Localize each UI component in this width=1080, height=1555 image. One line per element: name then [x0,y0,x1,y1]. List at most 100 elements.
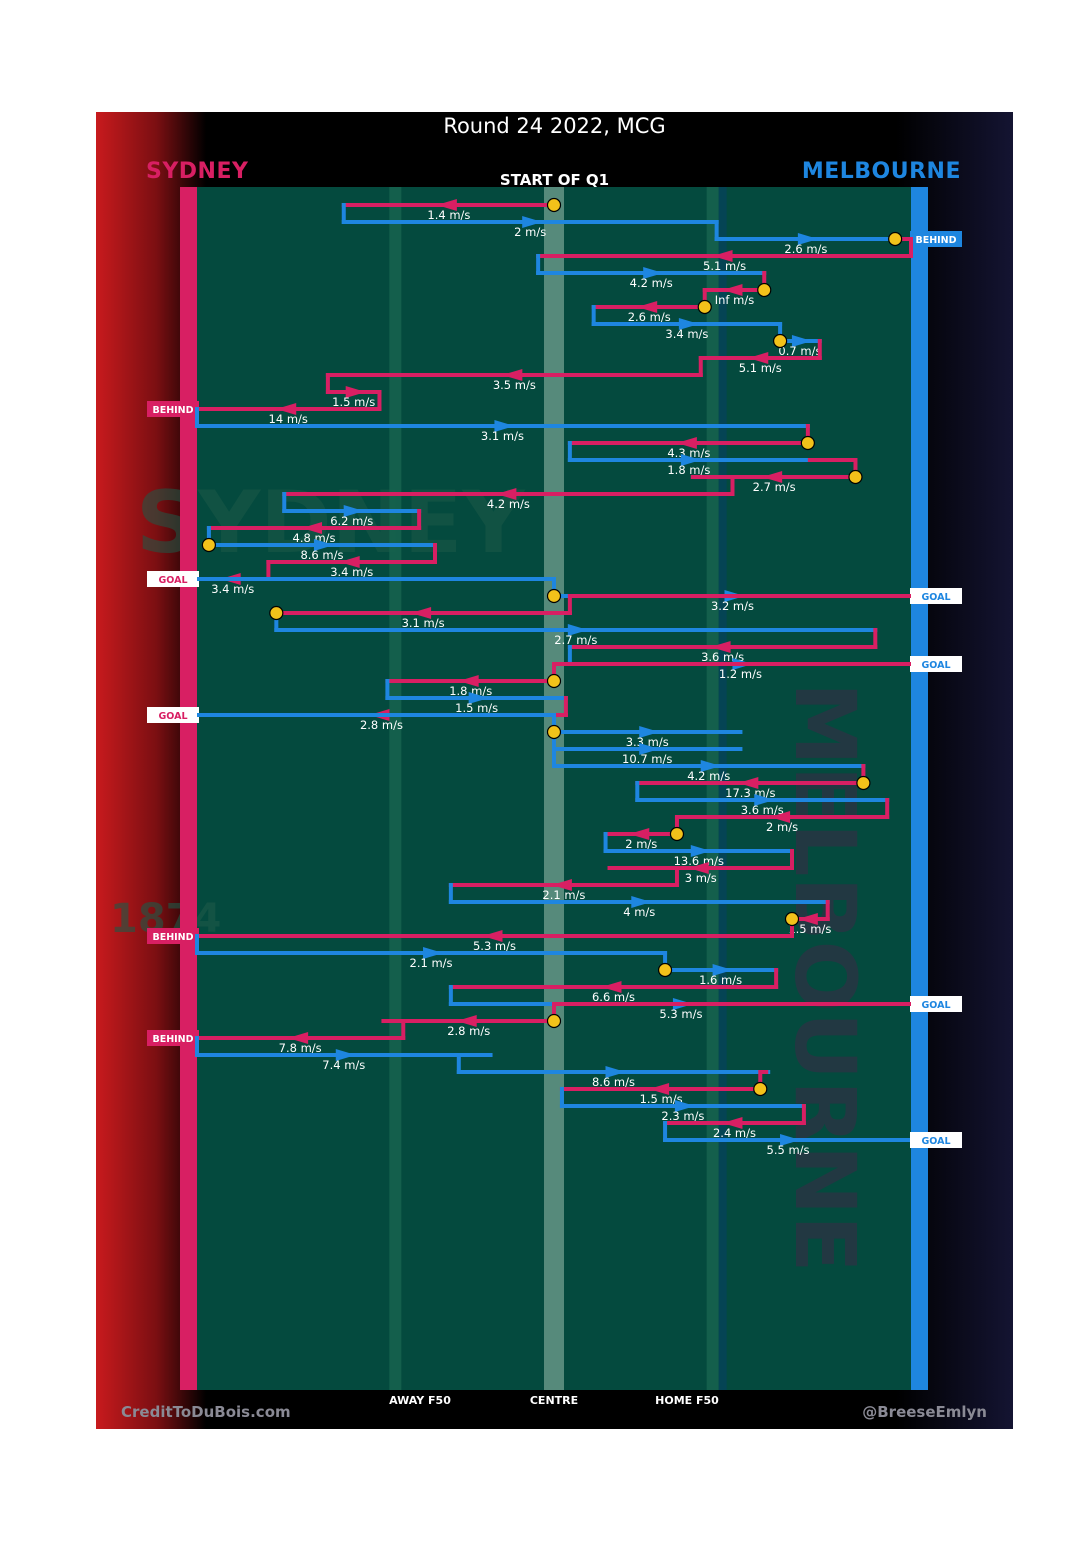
outcome-badge [910,1132,962,1148]
chain-arrow [522,216,543,228]
stoppage-marker [546,588,562,604]
speed-label: 1.5 m/s [640,1092,683,1106]
speed-label: 17.3 m/s [725,786,775,800]
speed-label: 4.8 m/s [293,531,336,545]
home-goal-bar [180,187,197,1390]
chain-arrow [496,488,517,500]
stoppage-marker [546,197,562,213]
speed-label: 5.1 m/s [739,361,782,375]
stoppage-marker [697,299,712,315]
speed-label: 3.1 m/s [402,616,445,630]
chain-arrow [722,284,743,296]
speed-label: 3.4 m/s [665,327,708,341]
chain-arrow [567,624,588,636]
chain-arrow [276,403,297,415]
speed-label: 1.5 m/s [788,922,831,936]
chain-arrow [770,811,791,823]
chain-arrow [797,233,818,245]
speed-label: 2.3 m/s [661,1109,704,1123]
speed-label: 2 m/s [625,837,657,851]
home-f50-band [706,187,719,1390]
home-watermark-text: SYDNEY [136,473,526,573]
speed-label: 8.6 m/s [300,548,343,562]
chain-arrow [676,437,697,449]
speed-label: 3.6 m/s [741,803,784,817]
speed-label: Inf m/s [715,293,754,307]
chain-arrow [791,335,812,347]
chain-arrow [605,1066,626,1078]
chain-arrow [302,522,323,534]
stoppage-marker [753,1081,768,1097]
speed-label: 5.1 m/s [703,259,746,273]
chain-arrow [411,607,432,619]
away-watermark-text: MELBOURNE [776,682,874,1273]
x-tick-home-f50: HOME F50 [655,1394,719,1407]
chain-arrow [458,675,479,687]
outcome-badge [147,1030,199,1046]
speed-label: 2 m/s [514,225,546,239]
outcome-label: GOAL [158,711,187,722]
chain-arrow [680,454,701,466]
speed-label: 13.6 m/s [674,854,724,868]
speed-label: 14 m/s [269,412,308,426]
speed-label: 3.3 m/s [626,735,669,749]
stoppage-marker [201,537,217,553]
speed-label: 5.3 m/s [659,1007,702,1021]
stoppage-marker [784,911,800,927]
stoppage-marker [848,469,863,485]
chain-arrow [722,1117,743,1129]
speed-label: 7.4 m/s [322,1058,365,1072]
chain-arrow [754,794,775,806]
chain-arrow [494,420,515,432]
speed-label: 5.3 m/s [473,939,516,953]
chain-arrow [345,386,366,398]
outcome-badge [147,571,199,587]
chain-arrow [690,845,711,857]
speed-label: 3.1 m/s [481,429,524,443]
speed-label: 3.4 m/s [330,565,373,579]
chain-arrow [551,879,572,891]
outcome-badge [910,588,962,604]
stoppage-marker [888,231,903,247]
chain-arrow [423,947,444,959]
speed-label: 1.8 m/s [667,463,710,477]
chain-arrow [649,1083,670,1095]
speed-label: 4 m/s [623,905,655,919]
away-goal-bar [911,187,928,1390]
outcome-label: GOAL [921,592,950,603]
outcome-label: GOAL [921,1000,950,1011]
chain-arrow [456,1015,477,1027]
credit-left: CreditToDuBois.com [121,1403,291,1421]
outcome-badge [147,928,199,944]
chain-arrow [748,352,769,364]
x-tick-centre: CENTRE [529,1394,579,1407]
speed-label: 1.5 m/s [332,395,375,409]
outcome-label: GOAL [158,575,187,586]
stoppage-marker [546,673,562,689]
speed-label: 1.2 m/s [719,667,762,681]
speed-label: 2.1 m/s [410,956,453,970]
speed-label: 5.5 m/s [767,1143,810,1157]
outcome-badge [910,996,962,1012]
stoppage-marker [757,282,772,298]
speed-label: 6.2 m/s [330,514,373,528]
chain-arrow [313,539,334,551]
chain-arrow [288,1032,309,1044]
chain-arrow [688,862,709,874]
speed-label: 0.7 m/s [778,344,821,358]
home-team-name: SYDNEY [146,159,249,184]
chart-title: Round 24 2022, MCG [443,114,666,138]
outcome-label: GOAL [921,660,950,671]
chain-arrow [343,505,364,517]
speed-label: 7.8 m/s [279,1041,322,1055]
outcome-label: GOAL [921,1136,950,1147]
period-label: START OF Q1 [499,171,610,189]
home-f50-shadow [718,187,727,1390]
outcome-label: BEHIND [152,932,193,943]
chain-arrow [710,641,731,653]
stoppage-marker [546,724,562,740]
speed-label: 6.6 m/s [592,990,635,1004]
away-f50-band [389,187,402,1390]
chain-arrow [339,556,360,568]
speed-label: 3.4 m/s [211,582,254,596]
